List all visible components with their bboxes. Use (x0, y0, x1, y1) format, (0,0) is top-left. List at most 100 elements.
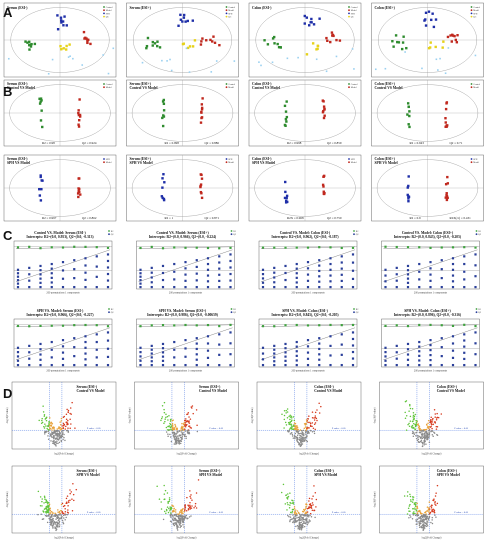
volcano-point (303, 440, 306, 442)
volcano-point (423, 442, 425, 444)
volcano-point (43, 415, 46, 417)
plot-frame (381, 240, 480, 290)
r2-point (261, 325, 265, 328)
volcano-point (288, 428, 291, 430)
volcano-point (47, 502, 50, 504)
q2-point (195, 272, 198, 275)
volcano-point (169, 520, 172, 523)
plot-frame (256, 381, 362, 450)
volcano-point (173, 514, 176, 516)
faint-point (112, 47, 115, 50)
score-point (77, 123, 80, 126)
volcano-point (46, 510, 48, 513)
r2-point (318, 246, 321, 249)
legend-label: Q2 (478, 312, 481, 314)
volcano-point (426, 523, 429, 525)
q2-point (273, 285, 276, 289)
volcano-point (50, 435, 52, 437)
volcano-point (186, 496, 188, 499)
score-point (431, 12, 434, 15)
legend-marker (353, 230, 355, 232)
volcano-point (52, 442, 54, 445)
q2-point (206, 257, 210, 260)
q2-point (329, 285, 332, 289)
x-axis-label: 200 permutations 1 components (291, 292, 324, 295)
volcano-point (429, 511, 432, 514)
score-point (191, 19, 194, 22)
volcano-point (427, 419, 430, 422)
volcano-point (423, 432, 426, 435)
faint-point (141, 61, 144, 64)
legend-label: R2 (111, 231, 114, 233)
q2-point (261, 281, 265, 284)
volcano-point (70, 491, 73, 493)
volcano-point (170, 513, 173, 515)
score-point (41, 125, 44, 129)
volcano-point (41, 500, 43, 503)
r2-point (28, 245, 31, 248)
volcano-point (311, 509, 314, 511)
volcano-point (61, 502, 64, 505)
q2-point (195, 259, 198, 262)
legend-marker (348, 83, 350, 85)
score-point (87, 38, 90, 42)
volcano-point (45, 508, 48, 510)
volcano-point (292, 416, 295, 418)
q2-point (418, 359, 421, 362)
plot-title: Colon (ESI-) (314, 469, 334, 473)
score-point (59, 44, 62, 48)
volcano-point (314, 415, 317, 417)
plot-frame (258, 240, 358, 290)
q2-point (39, 277, 42, 280)
legend-label: R2 (233, 231, 236, 233)
q2-point (418, 345, 421, 348)
score-point (391, 40, 394, 43)
plot-title: Serum (ESI+) (130, 157, 152, 161)
volcano-point (285, 424, 288, 426)
q2-point (284, 359, 287, 362)
score-point (205, 39, 208, 42)
volcano-point (61, 430, 63, 432)
q2-point (184, 339, 187, 342)
q2-point (351, 285, 355, 289)
volcano-point (307, 421, 309, 424)
volcano-point (435, 428, 438, 430)
volcano-point (309, 422, 312, 425)
score-point (26, 41, 29, 44)
score-point (39, 97, 43, 100)
plot-subtitle: Intercepts: R2=(0.0, 0.843), Q2=(0.0, -0… (394, 235, 462, 239)
score-point (451, 33, 454, 37)
volcano-point (296, 517, 298, 519)
volcano-point (405, 415, 408, 417)
q2-point (95, 340, 98, 344)
score-point (59, 16, 63, 19)
volcano-point (170, 516, 172, 518)
volcano-point (46, 521, 49, 524)
volcano-point (421, 441, 424, 444)
faint-point (161, 59, 163, 62)
volcano-point (66, 502, 68, 504)
volcano-point (197, 479, 200, 481)
volcano-point (419, 431, 422, 434)
volcano-point (161, 404, 164, 407)
q2-point (318, 358, 321, 361)
volcano-point (54, 526, 56, 528)
volcano-point (302, 440, 304, 443)
volcano-point (415, 421, 418, 424)
x-axis-label: log2(Fold Change) (177, 537, 197, 540)
panel-letter-c: C (3, 228, 13, 243)
q2-point (173, 285, 176, 289)
plot-frame (13, 240, 113, 290)
plot-subtitle: Control VS Model (130, 86, 158, 90)
score-point (29, 45, 33, 48)
volcano-point (424, 515, 426, 517)
plot-subtitle: Control VS Model (252, 86, 280, 90)
q2-point (340, 261, 343, 264)
volcano-point (53, 520, 55, 523)
x-axis-label: log2(Fold Change) (422, 453, 442, 456)
volcano-point (163, 411, 166, 414)
